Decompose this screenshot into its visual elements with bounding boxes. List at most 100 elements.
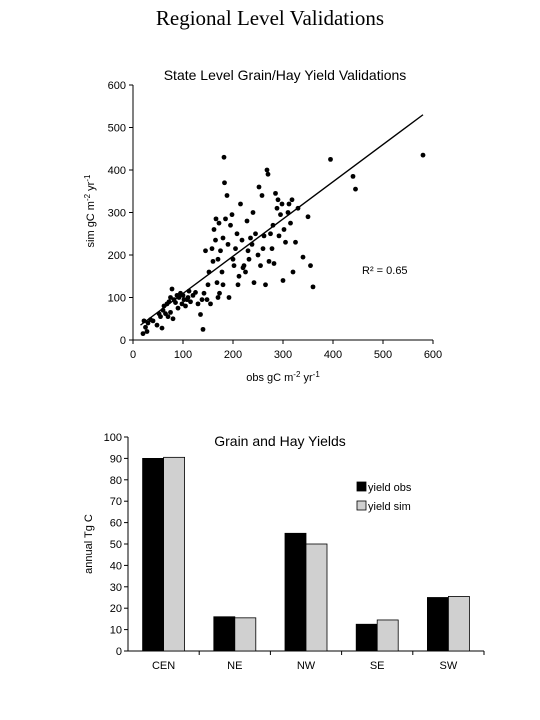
scatter-x-tick-label: 100 bbox=[174, 349, 192, 361]
scatter-point bbox=[246, 256, 252, 262]
scatter-point bbox=[300, 254, 306, 260]
scatter-point bbox=[229, 212, 235, 218]
bar-legend-swatch bbox=[356, 481, 367, 492]
scatter-point bbox=[353, 186, 358, 192]
bar-obs-sw bbox=[426, 597, 449, 652]
scatter-point bbox=[281, 227, 287, 232]
bar-y-tick-label: 40 bbox=[110, 560, 122, 572]
scatter-y-tick-label: 200 bbox=[108, 250, 126, 262]
bar-legend-swatch bbox=[356, 500, 367, 511]
scatter-x-tick-label: 0 bbox=[130, 349, 136, 361]
scatter-point bbox=[175, 305, 181, 311]
scatter-x-tick-label: 600 bbox=[424, 349, 442, 361]
scatter-point bbox=[266, 258, 272, 264]
scatter-x-tick-label: 200 bbox=[224, 349, 242, 361]
scatter-y-tick-label: 100 bbox=[108, 293, 126, 305]
scatter-point bbox=[263, 282, 268, 288]
scatter-point bbox=[183, 303, 188, 309]
scatter-y-tick-label: 500 bbox=[108, 123, 126, 135]
scatter-point bbox=[165, 314, 171, 320]
scatter-point bbox=[220, 235, 226, 241]
bar-x-tick-label: NW bbox=[297, 660, 316, 672]
scatter-point bbox=[245, 248, 251, 254]
bar-marks bbox=[142, 456, 470, 652]
bar-y-tick-label: 0 bbox=[116, 646, 122, 658]
scatter-point bbox=[219, 269, 225, 275]
scatter-point bbox=[241, 263, 247, 269]
page-title: Regional Level Validations bbox=[155, 6, 385, 30]
scatter-point bbox=[199, 297, 205, 303]
scatter-point bbox=[260, 246, 266, 252]
scatter-point bbox=[208, 301, 213, 307]
bar-y-tick-label: 100 bbox=[104, 432, 122, 444]
scatter-y-tick-label: 600 bbox=[108, 80, 126, 92]
scatter-point bbox=[145, 320, 151, 326]
scatter-point bbox=[144, 329, 150, 334]
scatter-point bbox=[176, 295, 182, 300]
scatter-point bbox=[218, 248, 223, 254]
scatter-point bbox=[251, 280, 257, 286]
scatter-point bbox=[193, 290, 198, 295]
scatter-y-tick-label: 400 bbox=[108, 165, 126, 177]
scatter-chart: State Level Grain/Hay Yield Validations … bbox=[83, 67, 443, 384]
scatter-point bbox=[420, 152, 426, 158]
bar-y-tick-label: 80 bbox=[110, 475, 122, 487]
scatter-point bbox=[258, 263, 263, 269]
scatter-point bbox=[206, 269, 212, 275]
scatter-point bbox=[217, 290, 222, 296]
scatter-points bbox=[140, 152, 426, 337]
bar-sim-ne bbox=[234, 617, 257, 652]
scatter-point bbox=[205, 282, 211, 288]
scatter-point bbox=[228, 222, 233, 228]
scatter-point bbox=[226, 295, 232, 300]
bar-obs-ne bbox=[213, 616, 236, 652]
scatter-point bbox=[170, 316, 176, 322]
scatter-point bbox=[283, 239, 288, 245]
scatter-point bbox=[158, 314, 163, 320]
scatter-point bbox=[203, 248, 208, 254]
scatter-point bbox=[179, 301, 185, 307]
scatter-x-tick-label: 300 bbox=[274, 349, 292, 361]
scatter-point bbox=[160, 307, 166, 313]
scatter-point bbox=[180, 292, 186, 298]
bar-y-tick-label: 10 bbox=[110, 625, 122, 637]
bar-y-tick-label: 70 bbox=[110, 496, 122, 508]
bar-x-tick-label: SW bbox=[440, 660, 458, 672]
scatter-point bbox=[286, 201, 292, 207]
bar-y-tick-label: 20 bbox=[110, 603, 122, 615]
scatter-point bbox=[350, 173, 356, 179]
scatter-point bbox=[140, 331, 146, 337]
scatter-point bbox=[279, 201, 285, 207]
scatter-point bbox=[166, 299, 172, 305]
bar-chart-title: Grain and Hay Yields bbox=[214, 433, 346, 449]
scatter-point bbox=[270, 222, 276, 228]
scatter-point bbox=[185, 295, 191, 300]
scatter-point bbox=[249, 241, 255, 247]
bar-x-tick-label: NE bbox=[227, 660, 242, 672]
scatter-point bbox=[268, 231, 273, 237]
scatter-point bbox=[248, 235, 253, 241]
scatter-point bbox=[188, 299, 193, 305]
scatter-point bbox=[264, 167, 270, 173]
scatter-point bbox=[243, 269, 248, 275]
bar-obs-cen bbox=[142, 457, 165, 652]
scatter-point bbox=[278, 212, 283, 218]
scatter-point bbox=[223, 216, 228, 222]
scatter-point bbox=[276, 233, 282, 239]
bar-y-tick-label: 60 bbox=[110, 518, 122, 530]
scatter-point bbox=[328, 156, 333, 162]
bar-y-tick-label: 30 bbox=[110, 582, 122, 594]
bar-y-axis-label: annual Tg C bbox=[83, 514, 95, 574]
scatter-point bbox=[154, 322, 160, 328]
scatter-point bbox=[290, 269, 296, 275]
bar-y-tick-label: 50 bbox=[110, 539, 122, 551]
scatter-point bbox=[269, 246, 275, 252]
scatter-point bbox=[159, 325, 165, 331]
scatter-point bbox=[210, 258, 216, 264]
bar-legend-label: yield sim bbox=[368, 501, 411, 513]
scatter-point bbox=[250, 210, 256, 215]
scatter-point bbox=[168, 295, 173, 300]
scatter-annotation-r2: R² = 0.65 bbox=[362, 265, 408, 277]
scatter-point bbox=[169, 286, 175, 292]
scatter-point bbox=[198, 312, 203, 317]
